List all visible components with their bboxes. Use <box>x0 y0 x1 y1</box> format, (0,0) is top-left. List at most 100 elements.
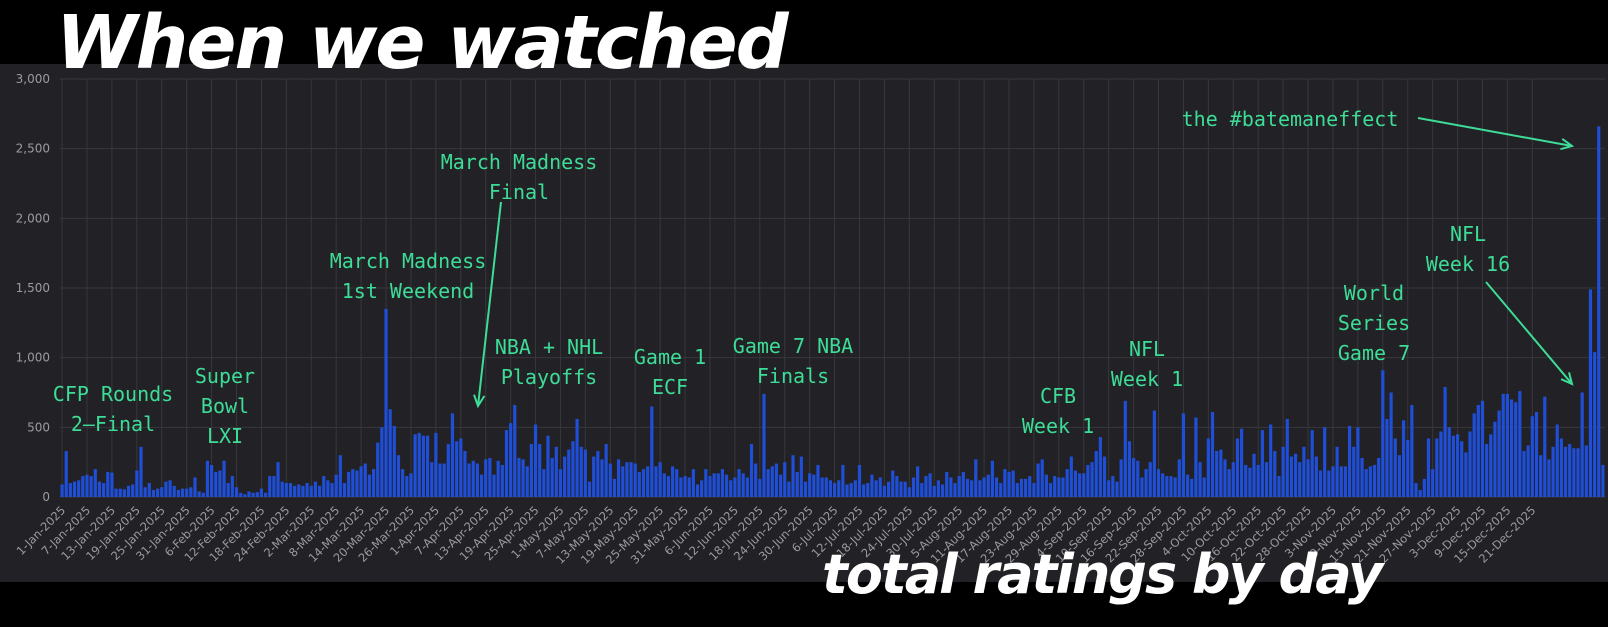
bar <box>961 471 965 497</box>
bar <box>1339 466 1343 497</box>
bar <box>1323 427 1327 497</box>
bar <box>1065 469 1069 497</box>
bar <box>729 480 733 497</box>
bar <box>1007 471 1011 497</box>
bar <box>1169 476 1173 497</box>
bar <box>338 455 342 497</box>
bar <box>1381 370 1385 497</box>
bar <box>1401 420 1406 497</box>
bar <box>1161 473 1165 497</box>
bar <box>841 464 845 497</box>
bar <box>1252 453 1256 497</box>
bar <box>1061 477 1065 497</box>
bar <box>106 471 110 497</box>
bar <box>529 444 533 497</box>
bar <box>754 463 758 497</box>
bar <box>1011 470 1015 497</box>
y-tick-label: 3,000 <box>16 72 50 86</box>
bar <box>164 481 168 497</box>
y-tick-label: 500 <box>27 420 50 434</box>
annotation-line: Game 7 NBA <box>733 334 853 358</box>
bar <box>525 466 529 497</box>
bar <box>633 463 637 497</box>
bar-layer <box>60 126 1605 497</box>
bar <box>1385 418 1389 497</box>
bar <box>176 490 180 497</box>
bar <box>434 432 438 497</box>
bar <box>695 484 700 497</box>
bar <box>1190 478 1194 497</box>
bar <box>330 483 334 497</box>
annotation-nba-nhl: NBA + NHL Playoffs <box>495 335 603 389</box>
bar <box>990 460 994 497</box>
bar <box>612 478 617 497</box>
bar <box>1314 456 1318 497</box>
chart-title: When we watched <box>56 0 789 86</box>
bar <box>654 466 658 497</box>
bar <box>425 435 430 497</box>
bar <box>471 460 475 497</box>
y-tick-label: 1,500 <box>16 281 50 295</box>
y-tick-label: 0 <box>42 490 50 504</box>
bar <box>255 492 259 497</box>
bar <box>920 483 924 497</box>
chart-subtitle: total ratings by day <box>822 543 1383 606</box>
annotation-line: March Madness <box>441 150 598 174</box>
bar <box>1210 412 1215 497</box>
bar <box>774 463 779 497</box>
annotation-super-bowl: Super Bowl LXI <box>195 364 255 448</box>
bar <box>1530 416 1534 497</box>
bar <box>1181 413 1186 497</box>
bar <box>1563 446 1568 497</box>
annotation-game7-nba: Game 7 NBA Finals <box>733 334 853 388</box>
bar <box>1107 480 1111 497</box>
bar <box>1435 438 1439 497</box>
bar <box>459 438 463 497</box>
bar <box>1601 464 1605 497</box>
bar <box>1348 425 1352 497</box>
bar <box>741 473 745 497</box>
bar <box>259 488 264 497</box>
annotation-nfl-week1: NFL Week 1 <box>1111 337 1183 391</box>
bar <box>1377 457 1381 497</box>
bar <box>131 484 135 497</box>
bar <box>1235 438 1240 497</box>
annotation-line: ECF <box>652 375 688 399</box>
bar <box>371 469 376 497</box>
bar <box>604 444 608 497</box>
bar <box>1389 392 1393 497</box>
bar <box>999 483 1003 497</box>
bar <box>81 476 85 497</box>
bar <box>1551 446 1555 497</box>
bar <box>662 473 666 497</box>
bar <box>102 483 106 497</box>
bar <box>417 432 421 497</box>
bar <box>509 423 513 497</box>
bar <box>1422 478 1426 497</box>
bar <box>675 469 679 497</box>
bar <box>1406 439 1410 497</box>
bar <box>1539 455 1543 497</box>
bar <box>1306 459 1310 497</box>
bar <box>479 474 484 497</box>
arrow-shaft <box>1485 281 1573 385</box>
bar <box>388 409 392 497</box>
bar <box>1273 451 1277 497</box>
bar <box>1393 438 1397 497</box>
bar <box>1215 451 1219 497</box>
bar <box>367 474 371 497</box>
bar <box>945 471 949 497</box>
bar <box>139 446 143 497</box>
bar <box>1094 451 1098 497</box>
bar <box>621 466 625 497</box>
bar <box>1285 418 1289 497</box>
bar <box>64 451 68 497</box>
bar <box>808 473 812 497</box>
bar <box>704 469 708 497</box>
bar <box>405 476 409 497</box>
arrow-head <box>1560 138 1575 151</box>
bar <box>1302 446 1306 497</box>
chart-panel: 0 500 1,000 1,500 2,000 2,500 3,000 1-Jan-2025… <box>0 64 1608 582</box>
bar <box>874 480 878 497</box>
